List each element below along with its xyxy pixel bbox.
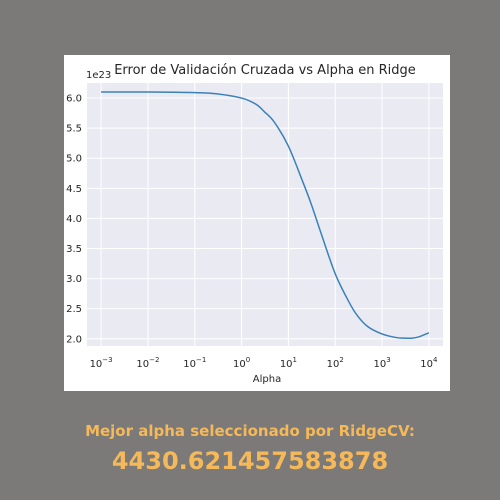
x-tick-label: 10−1	[183, 356, 206, 370]
x-tick-label: 101	[280, 356, 297, 370]
ridge-cv-chart: 10−3 10−2 10−1 100 101 102 103 104 2.0 2.5 3.0 3.5 4…	[66, 63, 443, 385]
chart-title: Error de Validación Cruzada vs Alpha en …	[114, 63, 416, 78]
y-tick-label: 5.0	[66, 154, 82, 165]
y-tick-label: 2.5	[66, 304, 82, 315]
x-tick-label: 100	[233, 356, 250, 370]
y-tick-label: 4.0	[66, 214, 82, 225]
x-axis-label: Alpha	[253, 374, 281, 385]
y-tick-label: 2.0	[66, 334, 82, 345]
best-alpha-value: 4430.621457583878	[111, 447, 389, 475]
x-tick-label: 102	[327, 356, 344, 370]
y-tick-label: 5.5	[66, 124, 82, 135]
y-tick-label: 3.0	[66, 274, 82, 285]
y-tick-label: 4.5	[66, 184, 82, 195]
y-offset-label: 1e23	[86, 70, 111, 81]
series-line	[101, 91, 430, 340]
best-alpha-label: Mejor alpha seleccionado por RidgeCV:	[85, 422, 415, 440]
x-tick-label: 104	[420, 356, 438, 370]
plot-area	[87, 83, 443, 346]
x-tick-label: 103	[373, 356, 390, 370]
x-tick-label: 10−3	[90, 356, 113, 370]
x-tick-label: 10−2	[136, 356, 159, 370]
y-tick-label: 6.0	[66, 94, 82, 105]
chart-card: 10−3 10−2 10−1 100 101 102 103 104 2.0 2.5 3.0 3.5 4…	[64, 55, 450, 391]
y-tick-label: 3.5	[66, 244, 82, 255]
